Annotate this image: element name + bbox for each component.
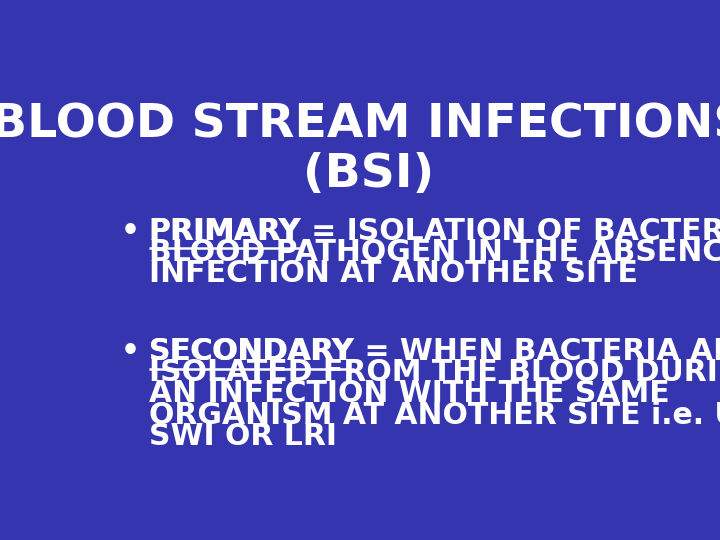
Text: AN INFECTION WITH THE SAME: AN INFECTION WITH THE SAME [148,380,670,408]
Text: SWI OR LRI: SWI OR LRI [148,422,336,451]
Text: SECONDARY: SECONDARY [148,337,354,366]
Text: •: • [121,217,140,246]
Text: SECONDARY = WHEN BACTERIA ARE: SECONDARY = WHEN BACTERIA ARE [148,337,720,366]
Text: ORGANISM AT ANOTHER SITE i.e. UTI,: ORGANISM AT ANOTHER SITE i.e. UTI, [148,401,720,430]
Text: ISOLATED FROM THE BLOOD DURING: ISOLATED FROM THE BLOOD DURING [148,359,720,387]
Text: BLOOD STREAM INFECTIONS
(BSI): BLOOD STREAM INFECTIONS (BSI) [0,102,720,198]
Text: INFECTION AT ANOTHER SITE: INFECTION AT ANOTHER SITE [148,259,638,288]
Text: BLOOD PATHOGEN IN THE ABSENCE OF: BLOOD PATHOGEN IN THE ABSENCE OF [148,238,720,267]
Text: •: • [121,337,140,366]
Text: PRIMARY = ISOLATION OF BACTERIAL: PRIMARY = ISOLATION OF BACTERIAL [148,217,720,246]
Text: PRIMARY: PRIMARY [148,217,300,246]
